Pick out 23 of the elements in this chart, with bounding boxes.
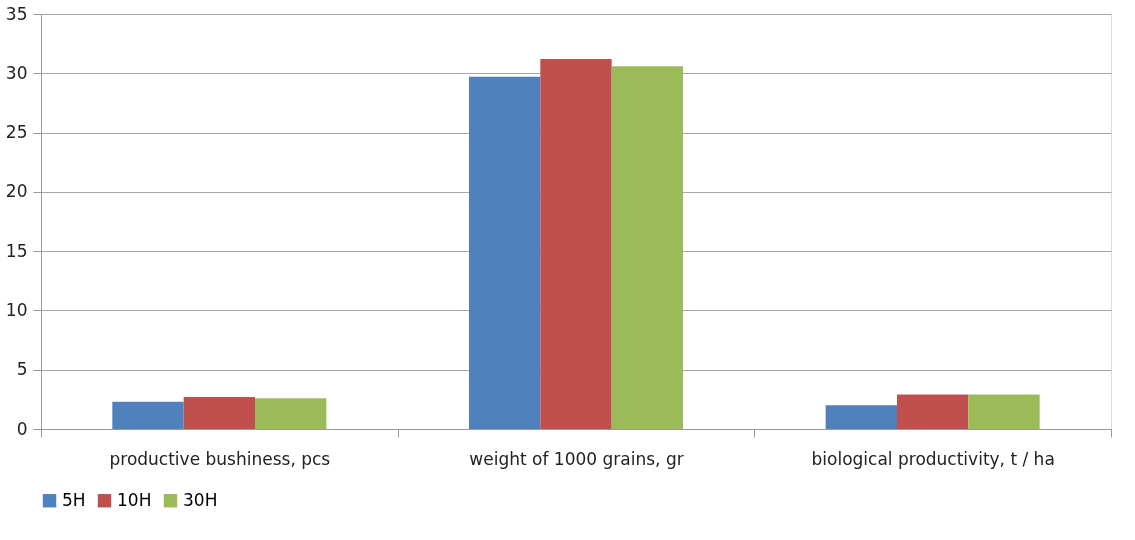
y-tick-label: 15 bbox=[5, 240, 28, 261]
y-tick-label: 20 bbox=[5, 181, 28, 202]
bar bbox=[540, 59, 612, 429]
bar bbox=[825, 405, 897, 429]
x-tick-label: weight of 1000 grains, gr bbox=[469, 448, 684, 469]
legend-label: 10H bbox=[117, 489, 152, 510]
bar bbox=[611, 66, 683, 429]
y-tick-label: 35 bbox=[5, 3, 28, 24]
y-tick-label: 0 bbox=[16, 418, 28, 439]
bar bbox=[183, 396, 255, 429]
y-tick-label: 25 bbox=[5, 122, 28, 143]
legend-label: 5H bbox=[62, 489, 86, 510]
bar bbox=[968, 394, 1040, 429]
x-tick-label: biological productivity, t / ha bbox=[811, 448, 1055, 469]
bar bbox=[112, 401, 184, 429]
bar bbox=[897, 394, 969, 429]
legend-label: 30H bbox=[183, 489, 218, 510]
y-tick-label: 30 bbox=[5, 62, 28, 83]
y-tick-label: 10 bbox=[5, 299, 28, 320]
y-tick-label: 5 bbox=[16, 359, 28, 380]
bar bbox=[469, 76, 541, 429]
bar bbox=[255, 398, 327, 429]
x-tick-label: productive bushiness, pcs bbox=[109, 448, 331, 469]
